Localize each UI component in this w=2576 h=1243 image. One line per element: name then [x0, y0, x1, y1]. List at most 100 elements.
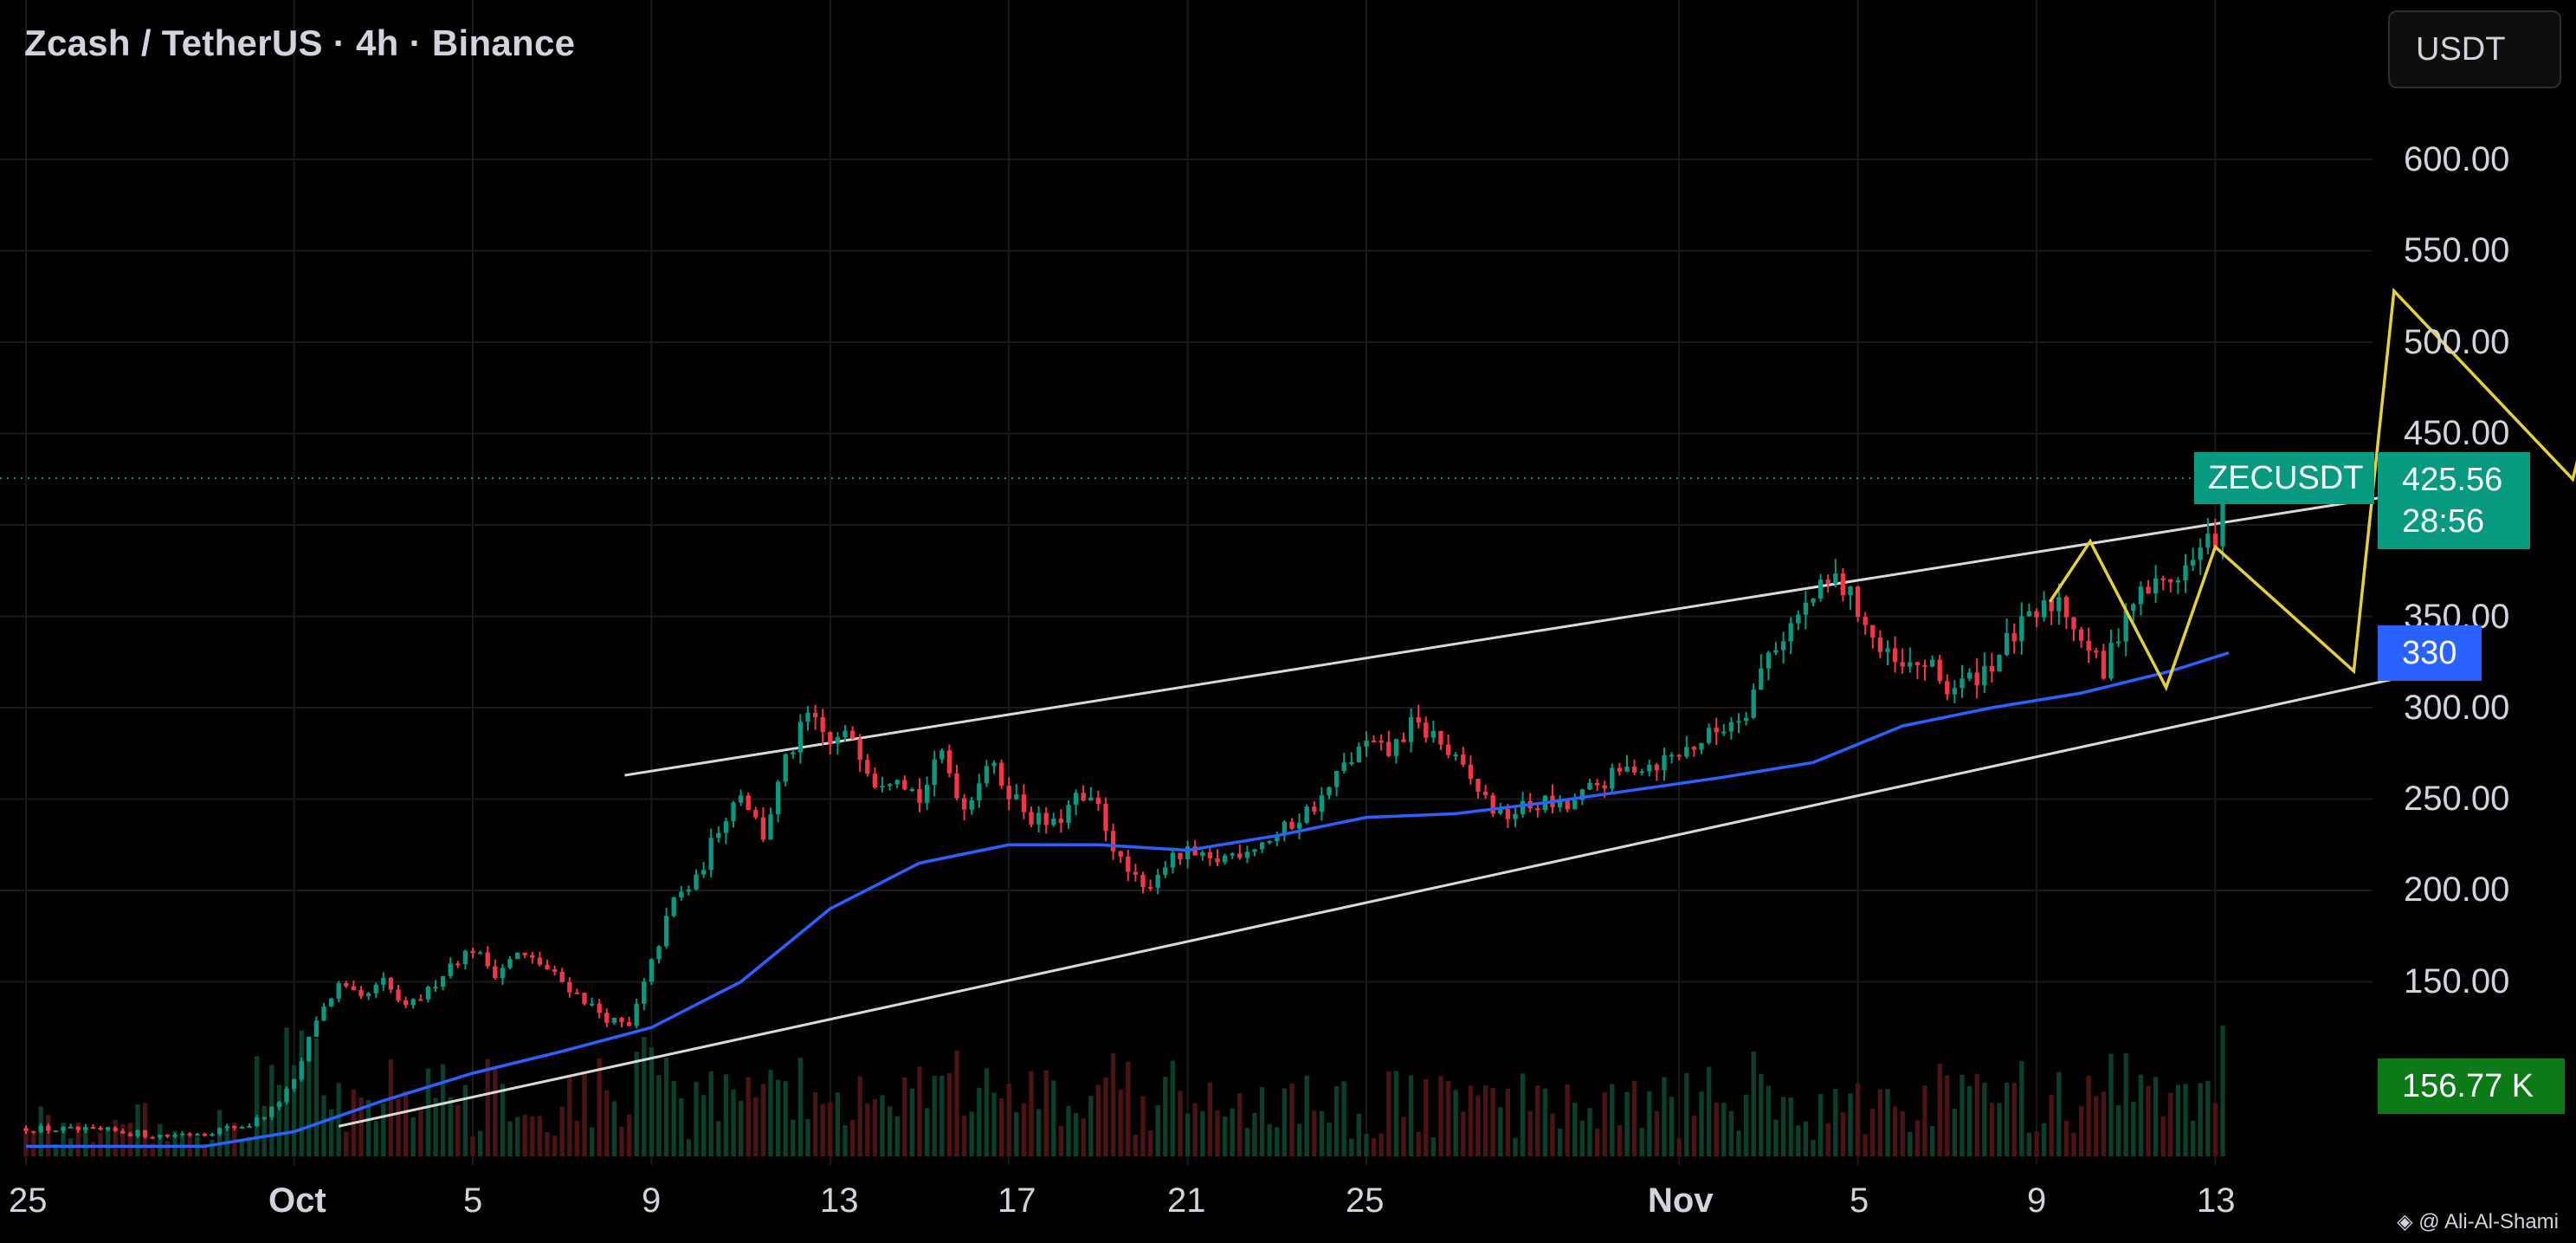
candle-body: [820, 716, 825, 733]
candle-body: [1319, 795, 1325, 812]
candle-body: [634, 1003, 639, 1026]
candle-body: [1513, 813, 1518, 819]
candle-body: [880, 786, 885, 788]
candle-body: [723, 820, 729, 833]
volume-bar: [1766, 1085, 1772, 1156]
candle-body: [1721, 731, 1727, 734]
candle-body: [1200, 851, 1205, 856]
candle-body: [783, 754, 788, 782]
candle-body: [530, 955, 535, 958]
candle-body: [1453, 754, 1458, 757]
volume-bar: [1631, 1080, 1637, 1156]
candle-body: [991, 762, 997, 767]
volume-bar: [2220, 1025, 2225, 1156]
volume-bar: [1408, 1075, 1414, 1156]
moving-average-line: [26, 651, 2230, 1149]
candle-body: [2220, 478, 2225, 547]
candle-body: [365, 993, 371, 997]
volume-bar: [2004, 1083, 2010, 1156]
candle-body: [1490, 795, 1495, 814]
volume-bar: [917, 1066, 922, 1156]
candle-body: [679, 891, 684, 897]
volume-bar: [1133, 1135, 1139, 1156]
candle-body: [1163, 867, 1168, 875]
volume-bar: [75, 1122, 81, 1156]
price-axis-label: 250.00: [2404, 780, 2510, 818]
candle-body: [1438, 731, 1443, 745]
candle-body: [1147, 887, 1153, 890]
candle-body: [1639, 771, 1644, 774]
volume-bar: [261, 1105, 267, 1156]
candle-body: [1579, 789, 1585, 800]
candle-body: [1498, 809, 1503, 814]
candle-body: [1408, 716, 1414, 742]
volume-bar: [1654, 1110, 1660, 1156]
volume-bar: [1200, 1110, 1205, 1156]
candle-body: [1855, 586, 1861, 618]
volume-bar: [1929, 1126, 1935, 1156]
candle-body: [1997, 654, 2002, 672]
volume-bar: [820, 1104, 825, 1156]
volume-bar: [1327, 1122, 1332, 1156]
candle-body: [358, 990, 364, 997]
candle-body: [791, 752, 796, 754]
volume-bar: [1215, 1110, 1220, 1156]
candle-body: [545, 964, 550, 970]
candle-body: [998, 762, 1004, 786]
volume-bar: [1147, 1130, 1153, 1156]
candle-body: [1684, 747, 1689, 757]
channel-upper-line: [624, 490, 2417, 777]
time-axis-label: 13: [2197, 1181, 2236, 1220]
volume-bar: [1289, 1083, 1294, 1156]
volume-bar: [1468, 1085, 1474, 1156]
volume-bar: [1788, 1097, 1793, 1156]
volume-bar: [1542, 1088, 1548, 1156]
volume-bar: [1006, 1084, 1011, 1156]
candle-body: [939, 750, 945, 760]
volume-bar: [924, 1108, 930, 1156]
volume-bar: [604, 1090, 610, 1156]
candle-body: [760, 817, 766, 840]
volume-bar: [299, 1030, 304, 1156]
candle-body: [2108, 643, 2114, 679]
candle-body: [2049, 600, 2054, 612]
volume-bar: [254, 1056, 260, 1156]
candle-body: [1766, 652, 1772, 669]
volume-bar: [1743, 1094, 1749, 1156]
volume-bar: [1989, 1103, 1995, 1156]
candle-body: [1393, 739, 1399, 756]
volume-bar: [1312, 1110, 1317, 1156]
volume-bar: [849, 1119, 855, 1156]
candle-body: [1095, 797, 1101, 805]
time-axis-label: 13: [820, 1181, 859, 1220]
candle-body: [299, 1060, 304, 1080]
volume-bar: [98, 1133, 103, 1156]
volume-bar: [142, 1103, 148, 1156]
volume-bar: [1430, 1137, 1436, 1156]
candle-body: [1155, 874, 1160, 888]
candle-body: [924, 785, 930, 803]
volume-bar: [2019, 1060, 2024, 1156]
volume-bar: [1178, 1091, 1183, 1156]
candle-body: [909, 789, 915, 792]
volume-bar: [1043, 1070, 1049, 1156]
volume-bar: [1565, 1084, 1570, 1156]
currency-button[interactable]: USDT: [2388, 10, 2561, 88]
candle-body: [1252, 849, 1257, 852]
volume-bar: [880, 1095, 885, 1156]
volume-bar: [328, 1109, 334, 1156]
candle-body: [30, 1130, 36, 1133]
volume-bar: [1341, 1081, 1346, 1156]
candle-body: [1952, 688, 1958, 695]
candle-body: [90, 1127, 96, 1130]
candle-body: [2078, 629, 2084, 641]
volume-bar: [909, 1088, 915, 1156]
volume-bars: [23, 1025, 2225, 1156]
volume-bar: [2034, 1131, 2039, 1156]
projection-polyline: [2049, 287, 2576, 692]
candle-body: [1304, 806, 1309, 823]
volume-bar: [1356, 1113, 1362, 1156]
candle-body: [381, 977, 386, 985]
candle-body: [522, 952, 527, 955]
